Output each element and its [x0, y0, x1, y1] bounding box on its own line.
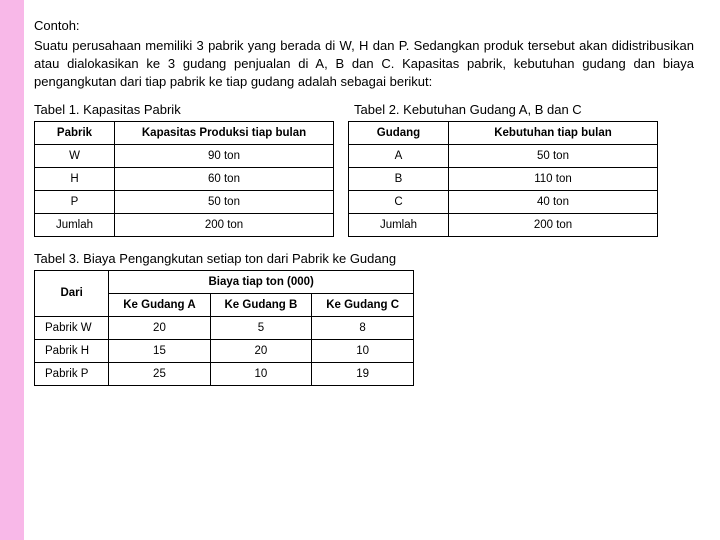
cell: Jumlah: [349, 213, 449, 236]
table-row: Jumlah 200 ton: [35, 213, 334, 236]
table-row: P 50 ton: [35, 190, 334, 213]
pink-stripe: [0, 0, 24, 540]
cell: H: [35, 167, 115, 190]
table-row: Pabrik W 20 5 8: [35, 316, 414, 339]
th-gudang: Gudang: [349, 121, 449, 144]
table-row: W 90 ton: [35, 144, 334, 167]
th-dari: Dari: [35, 270, 109, 316]
cell: P: [35, 190, 115, 213]
cell: 25: [109, 362, 210, 385]
table-row: Pabrik Kapasitas Produksi tiap bulan: [35, 121, 334, 144]
table1-caption: Tabel 1. Kapasitas Pabrik: [34, 102, 344, 117]
cell: W: [35, 144, 115, 167]
cell: 50 ton: [115, 190, 334, 213]
table-row: Pabrik P 25 10 19: [35, 362, 414, 385]
cell: 60 ton: [115, 167, 334, 190]
cell: 10: [312, 339, 414, 362]
cell: 5: [210, 316, 312, 339]
table-row: Gudang Kebutuhan tiap bulan: [349, 121, 658, 144]
caption-row: Tabel 1. Kapasitas Pabrik Tabel 2. Kebut…: [34, 102, 674, 117]
cell: A: [349, 144, 449, 167]
cell: 10: [210, 362, 312, 385]
th-gudang-c: Ke Gudang C: [312, 293, 414, 316]
cell: 20: [109, 316, 210, 339]
cell: Pabrik W: [35, 316, 109, 339]
table-row: A 50 ton: [349, 144, 658, 167]
cell: Pabrik P: [35, 362, 109, 385]
table-row: Jumlah 200 ton: [349, 213, 658, 236]
heading-contoh: Contoh:: [34, 18, 694, 33]
table-kapasitas: Pabrik Kapasitas Produksi tiap bulan W 9…: [34, 121, 334, 237]
table-kebutuhan: Gudang Kebutuhan tiap bulan A 50 ton B 1…: [348, 121, 658, 237]
paragraph-intro: Suatu perusahaan memiliki 3 pabrik yang …: [34, 37, 694, 92]
cell: 15: [109, 339, 210, 362]
cell: 200 ton: [115, 213, 334, 236]
table-row: Pabrik H 15 20 10: [35, 339, 414, 362]
cell: Pabrik H: [35, 339, 109, 362]
th-kebutuhan: Kebutuhan tiap bulan: [449, 121, 658, 144]
cell: 40 ton: [449, 190, 658, 213]
th-pabrik: Pabrik: [35, 121, 115, 144]
table3-caption: Tabel 3. Biaya Pengangkutan setiap ton d…: [34, 251, 694, 266]
cell: 110 ton: [449, 167, 658, 190]
table-biaya: Dari Biaya tiap ton (000) Ke Gudang A Ke…: [34, 270, 414, 386]
cell: B: [349, 167, 449, 190]
cell: 8: [312, 316, 414, 339]
th-gudang-a: Ke Gudang A: [109, 293, 210, 316]
cell: 19: [312, 362, 414, 385]
cell: Jumlah: [35, 213, 115, 236]
content-area: Contoh: Suatu perusahaan memiliki 3 pabr…: [34, 18, 694, 386]
cell: C: [349, 190, 449, 213]
cell: 50 ton: [449, 144, 658, 167]
table-row: H 60 ton: [35, 167, 334, 190]
th-biaya-main: Biaya tiap ton (000): [109, 270, 414, 293]
cell: 20: [210, 339, 312, 362]
table-row: Dari Biaya tiap ton (000): [35, 270, 414, 293]
tables-row: Pabrik Kapasitas Produksi tiap bulan W 9…: [34, 121, 674, 237]
th-gudang-b: Ke Gudang B: [210, 293, 312, 316]
cell: 200 ton: [449, 213, 658, 236]
table2-caption: Tabel 2. Kebutuhan Gudang A, B dan C: [344, 102, 674, 117]
cell: 90 ton: [115, 144, 334, 167]
table-row: C 40 ton: [349, 190, 658, 213]
th-kapasitas: Kapasitas Produksi tiap bulan: [115, 121, 334, 144]
table-row: B 110 ton: [349, 167, 658, 190]
